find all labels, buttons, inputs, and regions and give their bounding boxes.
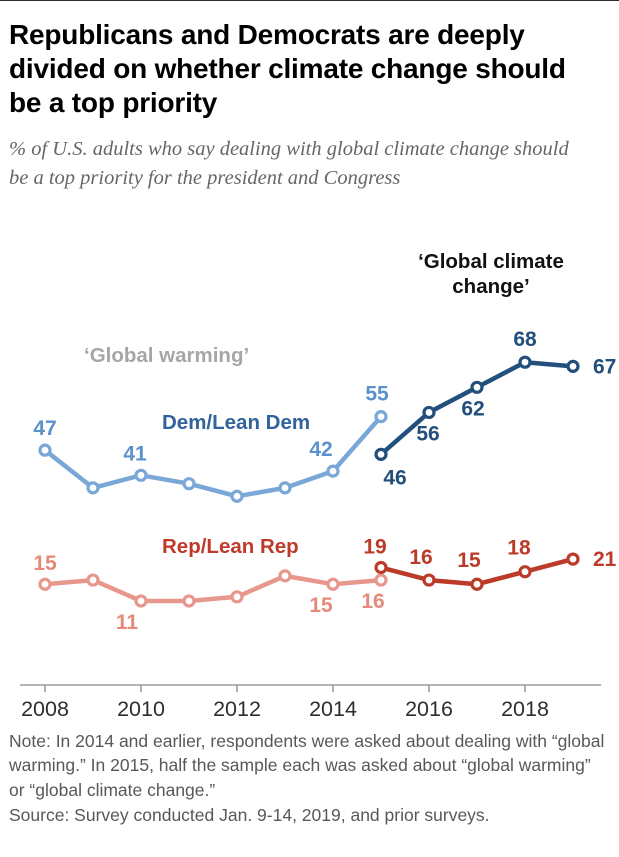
data-point-marker	[566, 552, 580, 566]
data-point-label: 15	[309, 594, 333, 617]
x-axis-tick-label: 2016	[405, 697, 453, 721]
climate-priority-line-chart: 2008 2010 2012 2014 2016 2018 47 41 42 55 15 11 15 16…	[20, 328, 617, 721]
annotation-global-climate-change: ‘Global climate change’	[418, 249, 564, 299]
data-point-marker	[278, 569, 292, 583]
series-label-dem-lean-dem: Dem/Lean Dem	[162, 410, 311, 434]
data-point-marker	[374, 573, 388, 587]
data-point-label: 62	[461, 397, 484, 420]
data-point-label: 47	[33, 417, 56, 440]
data-point-marker	[422, 573, 436, 587]
data-point-marker	[278, 481, 292, 495]
x-axis-tick-label: 2012	[213, 697, 261, 721]
data-point-marker	[230, 590, 244, 604]
data-point-marker	[134, 594, 148, 608]
chart-source: Source: Survey conducted Jan. 9-14, 2019…	[9, 805, 490, 826]
top-rule	[0, 0, 619, 1]
data-point-marker	[518, 564, 532, 579]
data-point-label: 56	[416, 422, 439, 445]
data-point-marker	[38, 577, 52, 591]
data-point-label: 15	[457, 549, 481, 572]
data-point-label: 18	[507, 537, 531, 560]
data-point-label: 46	[383, 466, 406, 489]
page-title: Republicans and Democrats are deeply div…	[9, 19, 566, 119]
data-point-marker	[38, 443, 52, 457]
x-axis-tick-label: 2018	[501, 697, 549, 721]
data-point-marker	[134, 468, 148, 482]
data-point-label: 67	[593, 355, 616, 378]
data-point-label: 68	[513, 328, 537, 351]
data-point-marker	[470, 577, 484, 591]
data-point-label: 21	[593, 548, 617, 571]
annotation-global-warming: ‘Global warming’	[84, 343, 250, 367]
x-axis-tick-label: 2008	[21, 697, 69, 721]
data-point-label: 11	[116, 611, 139, 634]
chart-note: Note: In 2014 and earlier, respondents w…	[9, 730, 605, 800]
data-point-marker	[182, 594, 196, 608]
x-axis-tick-label: 2014	[309, 697, 357, 721]
series-line	[42, 573, 384, 604]
data-point-marker	[518, 355, 532, 369]
chart-area: 2008 2010 2012 2014 2016 2018 47 41 42 55 15 11 15 16…	[0, 209, 619, 721]
data-point-marker	[470, 380, 484, 394]
data-point-marker	[326, 577, 340, 591]
data-point-label: 55	[365, 382, 389, 405]
series-label-rep-lean-rep: Rep/Lean Rep	[162, 534, 299, 558]
data-point-marker	[374, 409, 388, 424]
data-point-marker	[326, 464, 340, 478]
data-point-label: 41	[123, 442, 147, 465]
data-point-label: 16	[409, 546, 432, 569]
chart-subtitle: % of U.S. adults who say dealing with gl…	[9, 138, 569, 190]
data-point-marker	[182, 476, 196, 491]
data-point-marker	[86, 481, 100, 495]
data-point-marker	[422, 405, 436, 419]
data-point-marker	[230, 489, 244, 503]
data-point-marker	[374, 447, 388, 461]
data-point-label: 16	[361, 590, 384, 613]
data-point-label: 42	[309, 438, 332, 461]
data-point-marker	[566, 359, 580, 373]
x-axis-tick-label: 2010	[117, 697, 165, 721]
series-line	[42, 414, 384, 499]
data-point-marker	[374, 560, 388, 574]
data-point-label: 19	[363, 535, 386, 558]
data-point-label: 15	[33, 552, 57, 575]
data-point-marker	[86, 573, 100, 587]
